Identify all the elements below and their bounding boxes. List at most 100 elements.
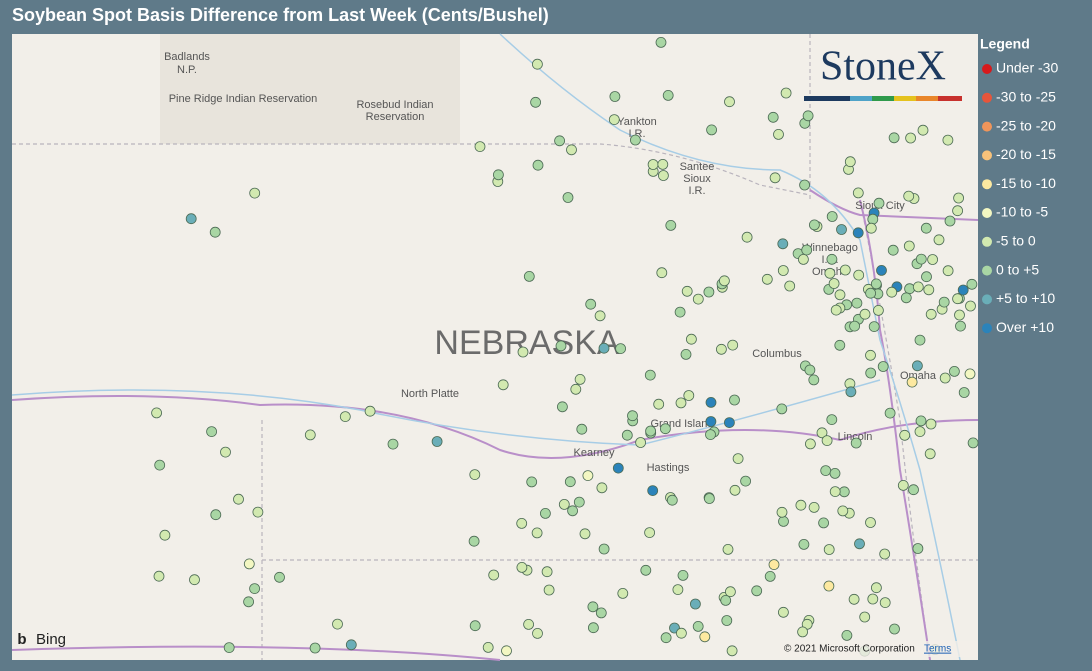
point[interactable] [845, 386, 857, 398]
point[interactable] [497, 379, 509, 391]
point[interactable] [887, 244, 899, 256]
point[interactable] [621, 429, 633, 441]
point[interactable] [865, 367, 877, 379]
point[interactable] [741, 231, 753, 243]
point[interactable] [635, 437, 646, 448]
point[interactable] [903, 240, 915, 252]
point[interactable] [877, 361, 889, 372]
point[interactable] [849, 320, 860, 332]
point[interactable] [953, 192, 964, 204]
point[interactable] [492, 169, 504, 181]
point[interactable] [474, 141, 486, 153]
point[interactable] [532, 58, 543, 70]
point[interactable] [873, 197, 885, 209]
point[interactable] [612, 462, 624, 474]
point[interactable] [897, 479, 909, 491]
point[interactable] [768, 559, 780, 570]
point[interactable] [844, 156, 856, 168]
point[interactable] [598, 543, 610, 555]
point[interactable] [729, 394, 740, 406]
point[interactable] [576, 423, 588, 435]
point[interactable] [795, 499, 807, 511]
point[interactable] [780, 87, 792, 99]
point[interactable] [828, 278, 840, 289]
point[interactable] [826, 414, 838, 426]
point[interactable] [933, 234, 945, 246]
point[interactable] [516, 518, 528, 529]
point[interactable] [582, 470, 594, 482]
point[interactable] [210, 509, 222, 521]
point[interactable] [942, 134, 954, 146]
point[interactable] [558, 498, 570, 510]
point[interactable] [732, 453, 744, 465]
point[interactable] [304, 429, 316, 441]
point[interactable] [886, 286, 898, 298]
point[interactable] [820, 465, 832, 477]
point[interactable] [676, 627, 687, 639]
point[interactable] [274, 571, 285, 583]
point[interactable] [585, 298, 597, 310]
point[interactable] [851, 297, 863, 309]
point[interactable] [672, 584, 684, 595]
point[interactable] [683, 390, 695, 401]
legend-label[interactable]: -5 to 0 [996, 233, 1036, 249]
point[interactable] [517, 346, 529, 358]
point[interactable] [865, 349, 876, 361]
point[interactable] [209, 226, 221, 238]
point[interactable] [666, 494, 678, 506]
point[interactable] [660, 423, 671, 435]
point[interactable] [802, 110, 814, 122]
point[interactable] [850, 437, 862, 449]
point[interactable] [243, 596, 255, 608]
point[interactable] [674, 306, 686, 318]
point[interactable] [751, 585, 763, 597]
point[interactable] [776, 403, 788, 415]
point[interactable] [680, 348, 692, 360]
point[interactable] [939, 372, 951, 384]
point[interactable] [740, 475, 751, 487]
point[interactable] [724, 96, 735, 108]
point[interactable] [923, 284, 935, 296]
legend-label[interactable]: 0 to +5 [996, 261, 1039, 277]
point[interactable] [617, 588, 629, 599]
point[interactable] [658, 170, 669, 181]
point[interactable] [567, 505, 578, 517]
point[interactable] [879, 548, 891, 560]
point[interactable] [865, 517, 876, 528]
point[interactable] [805, 438, 816, 450]
point[interactable] [871, 582, 882, 594]
point[interactable] [904, 283, 915, 295]
point[interactable] [532, 159, 544, 171]
point[interactable] [884, 407, 896, 419]
point[interactable] [332, 618, 343, 630]
point[interactable] [830, 304, 842, 316]
point[interactable] [784, 280, 796, 292]
point[interactable] [912, 543, 924, 554]
point[interactable] [778, 606, 789, 618]
point[interactable] [516, 562, 528, 573]
point[interactable] [834, 289, 846, 301]
point[interactable] [526, 476, 538, 488]
point[interactable] [729, 484, 741, 496]
point[interactable] [852, 227, 864, 239]
point[interactable] [657, 158, 669, 170]
point[interactable] [927, 254, 938, 265]
legend-label[interactable]: -15 to -10 [996, 175, 1056, 191]
point[interactable] [566, 144, 577, 156]
point[interactable] [938, 296, 950, 308]
point[interactable] [912, 281, 924, 293]
point[interactable] [579, 528, 591, 540]
point[interactable] [523, 270, 535, 282]
point[interactable] [859, 308, 871, 320]
point[interactable] [540, 508, 551, 519]
point[interactable] [627, 410, 638, 422]
point[interactable] [764, 571, 776, 582]
point[interactable] [823, 580, 835, 592]
point[interactable] [924, 448, 936, 460]
point[interactable] [964, 368, 976, 380]
point[interactable] [829, 467, 841, 479]
point[interactable] [767, 111, 779, 123]
point[interactable] [879, 597, 891, 608]
point[interactable] [722, 544, 734, 555]
point[interactable] [942, 265, 954, 277]
